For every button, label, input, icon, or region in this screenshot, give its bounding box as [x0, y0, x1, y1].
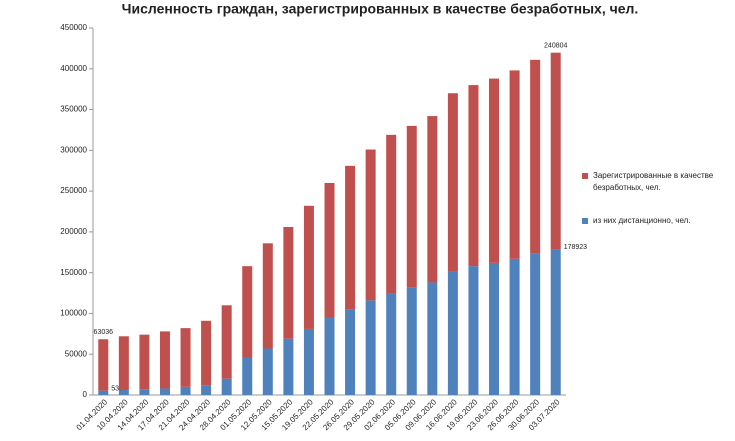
bar-segment	[489, 78, 500, 263]
y-tick-label: 0	[83, 390, 88, 399]
bar-segment	[468, 85, 479, 267]
bar-segment	[118, 390, 129, 395]
bar-segment	[98, 339, 109, 391]
bar-segment	[386, 134, 397, 294]
bar-segment	[118, 336, 129, 391]
bar-segment	[303, 328, 314, 395]
legend-item: из них дистанционно, чел.	[582, 215, 722, 227]
y-tick-label: 400000	[60, 64, 87, 73]
bar-segment	[427, 282, 438, 395]
bar-segment	[324, 317, 335, 395]
legend-item: Зарегистрированные в качестве безработны…	[582, 170, 722, 194]
bar-segment	[283, 226, 294, 339]
bar-segment	[324, 182, 335, 318]
bar-segment	[530, 253, 541, 395]
bar-segment	[365, 149, 376, 301]
bar-segment	[447, 93, 458, 272]
bar-segment	[406, 125, 417, 288]
bar-segment	[386, 293, 397, 395]
bar-segment	[262, 243, 273, 349]
y-tick-label: 350000	[60, 105, 87, 114]
legend-label: Зарегистрированные в качестве безработны…	[593, 171, 714, 192]
bar-segment	[550, 52, 561, 250]
data-label: 63036	[94, 329, 114, 336]
chart-title: Численность граждан, зарегистрированных …	[122, 1, 639, 17]
bar-segment	[345, 309, 356, 395]
legend-label: из них дистанционно, чел.	[593, 216, 691, 225]
bar-segment	[98, 390, 109, 395]
bar-segment	[550, 249, 561, 395]
bar-segment	[201, 385, 212, 395]
bar-segment	[509, 258, 520, 395]
y-tick-label: 150000	[60, 268, 87, 277]
bar-segment	[242, 357, 253, 395]
bar-segment	[509, 70, 520, 259]
legend-swatch	[582, 218, 588, 224]
bar-segment	[489, 262, 500, 395]
bar-segment	[345, 165, 356, 310]
bar-segment	[180, 386, 191, 395]
bar-segment	[180, 328, 191, 387]
bar-segment	[365, 300, 376, 395]
y-tick-label: 450000	[60, 23, 87, 32]
bar-segment	[139, 389, 150, 395]
y-tick-label: 250000	[60, 186, 87, 195]
bar-segment	[468, 266, 479, 395]
bar-segment	[406, 287, 417, 395]
data-label: 178923	[564, 244, 587, 251]
data-label: 240804	[544, 43, 567, 50]
bar-segment	[447, 271, 458, 395]
bar-segment	[201, 320, 212, 386]
bar-segment	[159, 331, 170, 389]
bar-segment	[427, 116, 438, 283]
bar-segment	[262, 348, 273, 395]
bar-segment	[283, 338, 294, 395]
bar-segment	[159, 388, 170, 395]
bar-segment	[242, 266, 253, 358]
y-tick-label: 50000	[65, 349, 88, 358]
legend-swatch	[582, 173, 588, 179]
bar-segment	[303, 205, 314, 329]
y-tick-label: 200000	[60, 227, 87, 236]
bar-segment	[221, 378, 232, 395]
y-tick-label: 300000	[60, 145, 87, 154]
bar-segment	[139, 334, 150, 390]
bar-segment	[221, 305, 232, 379]
bar-segment	[530, 59, 541, 254]
y-tick-label: 100000	[60, 309, 87, 318]
